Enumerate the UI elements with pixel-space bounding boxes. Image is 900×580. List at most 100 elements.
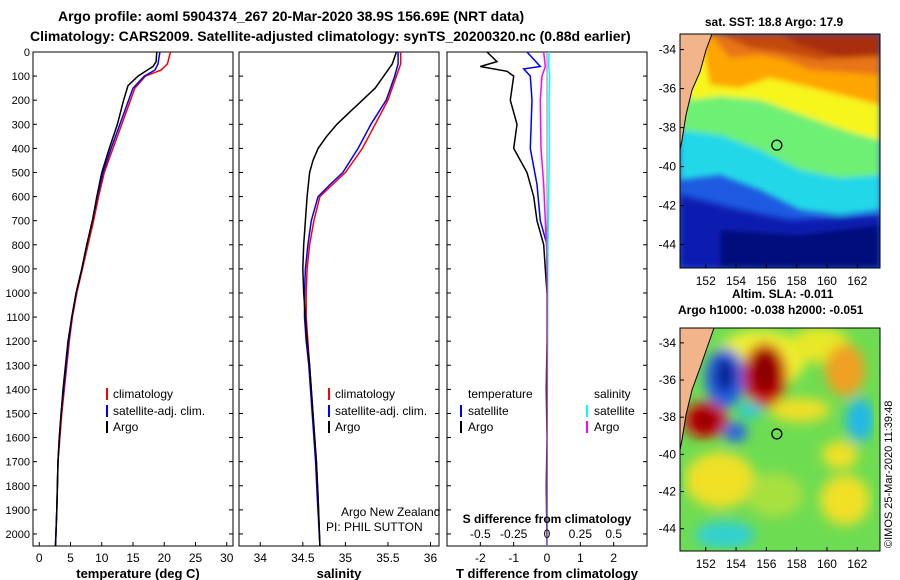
difference-chart: -2 -1 0 1 2 -0.5 -0.25 0 0.25 0.5 (447, 51, 647, 565)
header-line-1: Argo profile: aoml 5904374_267 20-Mar-20… (58, 8, 524, 24)
map-lon-label: 160 (817, 274, 837, 288)
x-tick-label: 0 (544, 551, 551, 565)
difference-x2label: S difference from climatology (463, 512, 632, 526)
depth-tick-label: 1700 (6, 457, 30, 469)
depth-axis-labels: 0 100 200 300 400 500 600 700 800 900 1000 1100 1200… (6, 47, 30, 541)
x2-tick-label: 0.5 (605, 527, 622, 541)
legend-swatch-argo (328, 421, 330, 433)
depth-tick-label: 1200 (6, 336, 30, 348)
legend-t-satellite: satellite (468, 404, 509, 418)
depth-tick-label: 800 (12, 240, 30, 252)
map-lon-label: 158 (787, 557, 807, 571)
temperature-chart: 0 5 10 15 20 25 30 (33, 51, 234, 565)
sla-map-title: Altim. SLA: -0.011 (732, 287, 834, 301)
map-lat-label: -34 (659, 336, 677, 350)
salinity-xlabel: salinity (317, 566, 363, 580)
legend-satellite-adj: satellite-adj. clim. (335, 404, 427, 418)
map-lat-label: -34 (659, 43, 677, 57)
map-lon-label: 154 (726, 274, 746, 288)
legend-argo: Argo (335, 420, 361, 434)
x2-tick-label: -0.5 (470, 527, 491, 541)
salinity-legend: climatology satellite-adj. clim. Argo (328, 387, 427, 434)
depth-tick-label: 1600 (6, 433, 30, 445)
temperature-xlabel: temperature (deg C) (76, 566, 200, 580)
map-lat-label: -38 (659, 121, 677, 135)
legend-argo: Argo (113, 420, 139, 434)
legend-s-argo: Argo (594, 420, 620, 434)
header-line-2: Climatology: CARS2009. Satellite-adjuste… (30, 28, 631, 44)
sst-land-coast (680, 34, 713, 151)
x-tick-label: 34.5 (291, 551, 315, 565)
map-lon-label: 156 (756, 557, 776, 571)
credit-pi: PI: PHIL SUTTON (326, 520, 423, 534)
difference-legend: temperature satellite Argo salinity sate… (460, 387, 635, 434)
map-lat-label: -44 (659, 238, 677, 252)
map-lon-label: 154 (726, 557, 746, 571)
map-lat-label: -36 (659, 82, 677, 96)
credit-program: Argo New Zealand (341, 505, 440, 519)
depth-tick-label: 600 (12, 192, 30, 204)
sst-map-title: sat. SST: 18.8 Argo: 17.9 (705, 15, 844, 29)
x-tick-label: 1 (577, 551, 584, 565)
x-tick-label: 15 (126, 551, 140, 565)
legend-swatch-climatology (106, 388, 108, 400)
x2-tick-label: 0.25 (569, 527, 593, 541)
legend-swatch-s-satellite (586, 405, 588, 417)
series-line-argo (302, 51, 398, 547)
sla-field (683, 328, 874, 549)
legend-swatch-t-satellite (460, 405, 462, 417)
legend-swatch-satellite (328, 405, 330, 417)
depth-tick-label: 1100 (6, 312, 30, 324)
depth-tick-label: 300 (12, 119, 30, 131)
argo-float-marker (771, 139, 783, 151)
salinity-chart: 34 34.5 35 35.5 36 (239, 51, 439, 565)
depth-tick-label: 1300 (6, 360, 30, 372)
legend-swatch-satellite (106, 405, 108, 417)
legend-temperature-heading: temperature (468, 387, 533, 401)
x-tick-label: 36 (424, 551, 438, 565)
x-tick-label: -1 (508, 551, 519, 565)
map-lat-label: -40 (659, 160, 677, 174)
depth-tick-label: 500 (12, 167, 30, 179)
legend-s-satellite: satellite (594, 404, 635, 418)
legend-swatch-climatology (328, 388, 330, 400)
depth-tick-label: 200 (12, 95, 30, 107)
sla-map-subtitle: Argo h1000: -0.038 h2000: -0.051 (678, 303, 864, 317)
x-tick-label: 5 (67, 551, 74, 565)
legend-swatch-argo (106, 421, 108, 433)
x-tick-label: 35.5 (376, 551, 400, 565)
depth-tick-label: 1900 (6, 505, 30, 517)
legend-satellite-adj: satellite-adj. clim. (113, 404, 205, 418)
sst-map-axes: 152 154 156 158 160 162 -34 -36 -38 -40 -42 -44 (659, 43, 868, 288)
legend-salinity-heading: salinity (594, 387, 631, 401)
imos-watermark: ©IMOS 25-Mar-2020 11:39:48 (883, 401, 895, 548)
x2-tick-label: -0.25 (500, 527, 528, 541)
series-line-satellite-adj-clim- (303, 52, 399, 547)
depth-tick-label: 1000 (6, 288, 30, 300)
series-line-temperature-argo (480, 51, 548, 547)
sla-map-axes: 152 154 156 158 160 162 -34 -36 -38 -40 -42 -44 (659, 336, 868, 571)
map-lat-label: -36 (659, 373, 677, 387)
depth-tick-label: 0 (24, 47, 30, 59)
temperature-plot-frame (32, 51, 234, 547)
x-tick-label: 34 (254, 551, 268, 565)
map-lat-label: -38 (659, 410, 677, 424)
depth-tick-label: 1400 (6, 384, 30, 396)
map-lon-label: 152 (696, 274, 716, 288)
x-tick-label: 0 (36, 551, 43, 565)
legend-swatch-t-argo (460, 421, 462, 433)
sst-map-frame (679, 33, 881, 269)
map-lat-label: -44 (659, 522, 677, 536)
x-tick-label: 2 (610, 551, 617, 565)
legend-swatch-s-argo (586, 421, 588, 433)
map-lon-label: 152 (696, 557, 716, 571)
x2-tick-label: 0 (544, 527, 551, 541)
temperature-legend: climatology satellite-adj. clim. Argo (106, 387, 205, 434)
legend-t-argo: Argo (468, 420, 494, 434)
sst-field (680, 34, 880, 268)
legend-climatology: climatology (113, 387, 173, 401)
map-lon-label: 156 (756, 274, 776, 288)
x-tick-label: 25 (189, 551, 203, 565)
argo-float-marker (771, 428, 783, 440)
